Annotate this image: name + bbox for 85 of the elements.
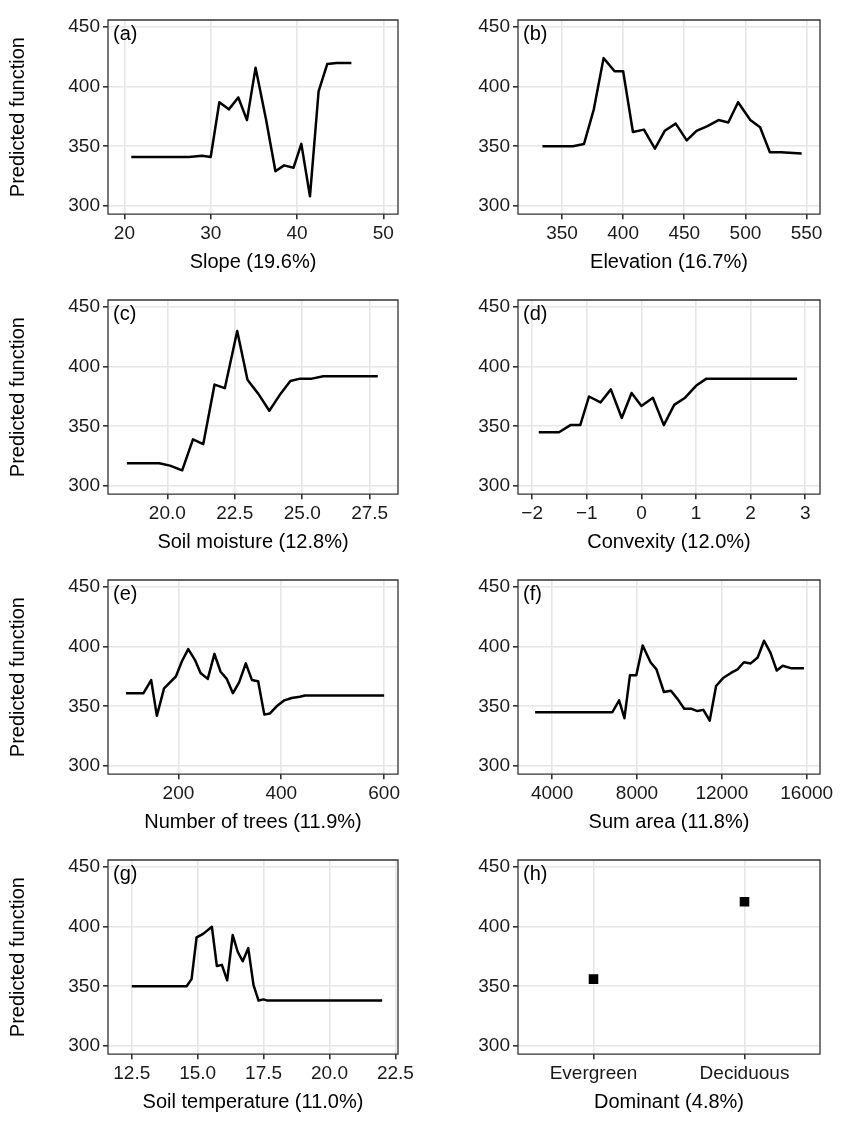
- y-axis-title: Predicted function: [5, 597, 28, 758]
- y-tick-label: 300: [68, 754, 100, 776]
- x-axis-title: Convexity (12.0%): [587, 529, 751, 552]
- annotation: (c): [113, 301, 137, 324]
- y-tick-label: 450: [68, 855, 100, 877]
- x-tick-label: 350: [546, 221, 578, 243]
- annotation: (g): [113, 861, 138, 884]
- x-tick-label: 50: [372, 221, 394, 243]
- y-tick-label: 400: [478, 354, 510, 376]
- y-tick-label: 450: [68, 575, 100, 597]
- y-tick-label: 400: [478, 914, 510, 936]
- y-tick-label: 300: [478, 194, 510, 216]
- annotation: (a): [113, 21, 138, 44]
- x-tick-label: 20.0: [310, 1061, 348, 1083]
- y-tick-label: 450: [68, 295, 100, 317]
- x-tick-label: −2: [521, 501, 544, 523]
- x-axis-title: Soil temperature (11.0%): [142, 1089, 364, 1112]
- y-axis-title: Predicted function: [5, 37, 28, 198]
- annotation: (e): [113, 581, 138, 604]
- x-tick-label: 2: [745, 501, 756, 523]
- x-tick-label: 15.0: [179, 1061, 217, 1083]
- y-axis-title: Predicted function: [5, 877, 28, 1038]
- x-tick-label: 3: [799, 501, 811, 523]
- y-tick-label: 400: [478, 74, 510, 96]
- y-tick-label: 400: [68, 354, 100, 376]
- y-tick-label: 450: [478, 295, 510, 317]
- x-axis-title: Slope (19.6%): [189, 249, 317, 272]
- x-tick-label: 30: [200, 221, 222, 243]
- y-tick-label: 300: [68, 1034, 100, 1056]
- y-axis-title: Predicted function: [5, 317, 28, 478]
- x-tick-label: 1: [690, 501, 702, 523]
- x-tick-label: 550: [790, 221, 823, 243]
- x-axis-title: Sum area (11.8%): [588, 809, 750, 832]
- x-tick-label: Deciduous: [699, 1061, 790, 1083]
- x-tick-label: 22.5: [216, 501, 254, 523]
- x-tick-label: 0: [636, 501, 647, 523]
- x-axis-title: Dominant (4.8%): [593, 1089, 745, 1112]
- y-tick-label: 350: [68, 694, 100, 716]
- x-tick-label: 25.0: [283, 501, 321, 523]
- annotation: (h): [523, 861, 548, 884]
- y-tick-label: 400: [478, 634, 510, 656]
- y-tick-label: 350: [478, 694, 510, 716]
- y-tick-label: 450: [478, 575, 510, 597]
- y-tick-label: 300: [478, 474, 510, 496]
- x-tick-label: 600: [368, 781, 400, 803]
- x-tick-label: 400: [265, 781, 298, 803]
- x-tick-label: 450: [668, 221, 701, 243]
- y-tick-label: 400: [68, 634, 100, 656]
- y-tick-label: 350: [478, 134, 510, 156]
- x-tick-label: 27.5: [351, 501, 389, 523]
- y-tick-label: 350: [68, 414, 100, 436]
- x-tick-label: 12.5: [113, 1061, 151, 1083]
- y-tick-label: 300: [478, 754, 510, 776]
- y-tick-label: 300: [68, 474, 100, 496]
- x-axis-title: Elevation (16.7%): [590, 249, 748, 272]
- y-tick-label: 350: [478, 974, 510, 996]
- x-tick-label: 200: [162, 781, 195, 803]
- x-tick-label: 8000: [615, 781, 659, 803]
- x-tick-label: Evergreen: [549, 1061, 638, 1083]
- y-tick-label: 350: [68, 134, 100, 156]
- y-tick-label: 400: [68, 74, 100, 96]
- x-tick-label: 4000: [530, 781, 574, 803]
- x-tick-label: 16000: [780, 781, 834, 803]
- x-tick-label: 500: [729, 221, 762, 243]
- annotation: (d): [523, 301, 548, 324]
- x-tick-label: 20: [113, 221, 135, 243]
- y-tick-label: 450: [68, 15, 100, 37]
- y-tick-label: 450: [478, 15, 510, 37]
- x-tick-label: 40: [286, 221, 308, 243]
- x-tick-label: 20.0: [148, 501, 186, 523]
- x-tick-label: 17.5: [245, 1061, 283, 1083]
- y-tick-label: 400: [68, 914, 100, 936]
- x-axis-title: Soil moisture (12.8%): [157, 529, 349, 552]
- x-tick-label: −1: [575, 501, 598, 523]
- x-tick-label: 22.5: [376, 1061, 414, 1083]
- x-tick-label: 400: [607, 221, 639, 243]
- y-tick-label: 300: [68, 194, 100, 216]
- y-tick-label: 300: [478, 1034, 510, 1056]
- annotation: (b): [523, 21, 548, 44]
- y-tick-label: 350: [478, 414, 510, 436]
- x-tick-label: 12000: [695, 781, 749, 803]
- annotation: (f): [523, 581, 542, 604]
- y-tick-label: 450: [478, 855, 510, 877]
- y-tick-label: 350: [68, 974, 100, 996]
- x-axis-title: Number of trees (11.9%): [144, 809, 362, 832]
